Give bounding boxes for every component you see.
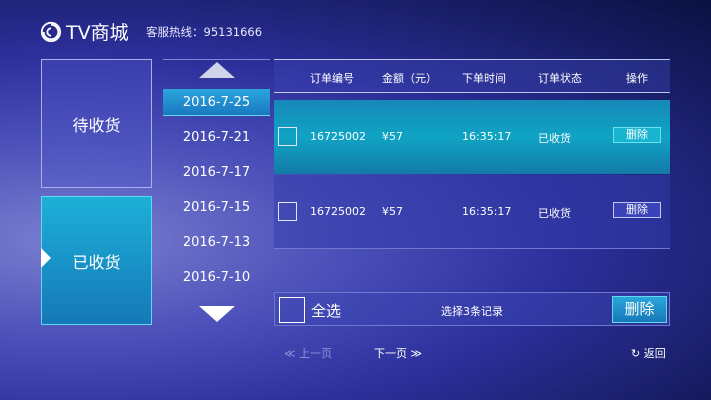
scroll-down-icon[interactable] [199, 306, 235, 322]
app-logo: TV商城 [40, 18, 129, 45]
order-time: 16:35:17 [462, 205, 512, 218]
date-item[interactable]: 2016-7-17 [182, 165, 251, 180]
selected-indicator-icon [41, 248, 51, 268]
table-row[interactable]: 16725002 ¥57 16:35:17 已收货 删除 [274, 100, 670, 174]
double-right-icon: ≫ [407, 347, 423, 360]
hotline: 客服热线：95131666 [146, 25, 263, 39]
date-item[interactable]: 2016-7-25 [163, 89, 270, 116]
double-left-icon: ≪ [284, 347, 300, 360]
prev-page-button[interactable]: ≪ 上一页 [284, 345, 332, 361]
category-label: 已收货 [72, 252, 121, 272]
date-list [163, 59, 270, 326]
date-item[interactable]: 2016-7-21 [182, 130, 251, 145]
prev-label: 上一页 [299, 347, 333, 360]
table-header: 订单编号 金额（元） 下单时间 订单状态 操作 [274, 59, 670, 93]
swirl-logo-icon [40, 21, 62, 42]
next-label: 下一页 [374, 347, 407, 360]
col-action: 操作 [626, 72, 648, 85]
delete-button[interactable]: 删除 [613, 202, 661, 218]
col-amount: 金额（元） [382, 72, 437, 85]
row-checkbox[interactable] [278, 127, 297, 146]
category-received[interactable]: 已收货 [41, 196, 152, 325]
table-row[interactable]: 16725002 ¥57 16:35:17 已收货 删除 [274, 175, 670, 249]
category-pending[interactable]: 待收货 [41, 59, 152, 188]
date-item[interactable]: 2016-7-10 [182, 270, 251, 285]
order-no: 16725002 [310, 130, 366, 143]
category-label: 待收货 [72, 115, 121, 135]
scroll-up-icon[interactable] [199, 62, 235, 78]
app-title: TV商城 [66, 22, 129, 44]
col-order-no: 订单编号 [310, 72, 354, 85]
back-label: 返回 [643, 347, 666, 360]
bulk-delete-button[interactable]: 删除 [612, 296, 667, 323]
col-time: 下单时间 [462, 72, 506, 85]
select-all-checkbox[interactable] [279, 297, 305, 323]
back-button[interactable]: ↻ 返回 [631, 345, 666, 361]
order-no: 16725002 [310, 205, 366, 218]
amount: ¥57 [382, 130, 403, 143]
col-status: 订单状态 [538, 72, 582, 85]
next-page-button[interactable]: 下一页 ≫ [374, 345, 422, 361]
row-checkbox[interactable] [278, 202, 297, 221]
date-item[interactable]: 2016-7-15 [182, 200, 251, 215]
order-status: 已收货 [538, 207, 571, 220]
amount: ¥57 [382, 205, 403, 218]
order-status: 已收货 [538, 132, 571, 145]
order-time: 16:35:17 [462, 130, 512, 143]
date-item[interactable]: 2016-7-13 [182, 235, 251, 250]
bulk-action-bar: 全选 选择3条记录 删除 [274, 292, 670, 326]
select-all-label[interactable]: 全选 [311, 302, 342, 320]
delete-button[interactable]: 删除 [613, 127, 661, 143]
refresh-back-icon: ↻ [631, 347, 644, 360]
selected-count: 选择3条记录 [441, 305, 503, 318]
